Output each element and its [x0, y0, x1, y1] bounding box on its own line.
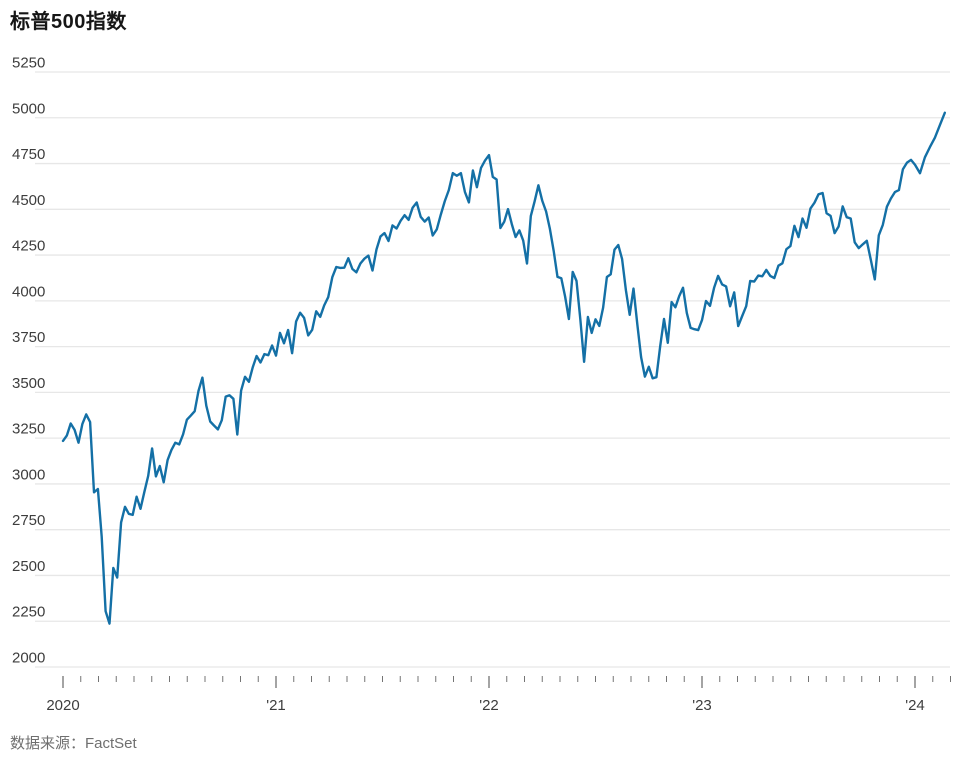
chart-title: 标普500指数 — [10, 11, 127, 33]
y-tick-label: 3000 — [12, 466, 45, 483]
y-tick-label: 4750 — [12, 146, 45, 163]
x-tick-label: '24 — [905, 697, 925, 714]
price-line — [61, 111, 946, 625]
y-tick-label: 2250 — [12, 604, 45, 621]
y-tick-label: 3500 — [12, 375, 45, 392]
y-tick-label: 3250 — [12, 421, 45, 438]
y-tick-label: 5250 — [12, 55, 45, 72]
y-tick-label: 4500 — [12, 192, 45, 209]
y-tick-label: 2750 — [12, 512, 45, 529]
y-tick-label: 5000 — [12, 100, 45, 117]
y-tick-label: 4250 — [12, 238, 45, 255]
y-tick-label: 4000 — [12, 283, 45, 300]
y-tick-label: 2500 — [12, 558, 45, 575]
x-tick-label: '23 — [692, 697, 712, 714]
x-tick-label: '22 — [479, 697, 499, 714]
x-tick-label: 2020 — [46, 697, 79, 714]
data-source-label: 数据来源：FactSet — [10, 735, 137, 752]
x-tick-label: '21 — [266, 697, 286, 714]
y-tick-label: 3750 — [12, 329, 45, 346]
y-tick-label: 2000 — [12, 650, 45, 667]
